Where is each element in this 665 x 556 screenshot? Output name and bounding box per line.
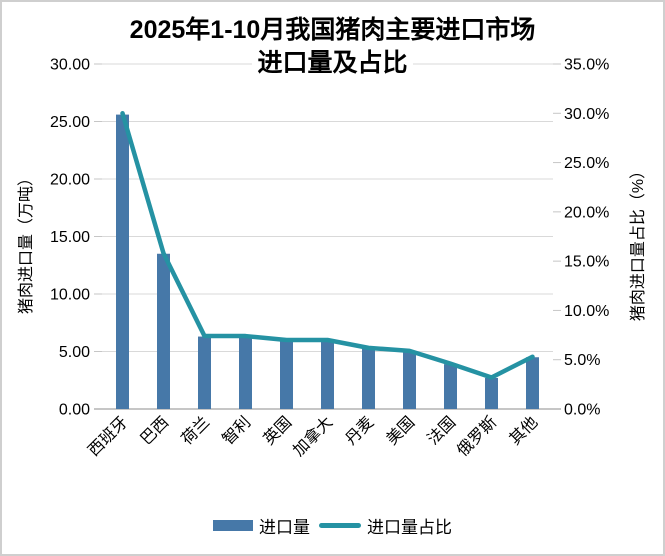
y-axis-label-left: 30.00 [50, 57, 90, 74]
bar-9 [485, 377, 498, 409]
x-axis-label-4: 英国 [260, 413, 295, 448]
x-axis-label-6: 丹麦 [342, 413, 377, 448]
x-axis-label-0: 西班牙 [85, 413, 132, 460]
bar-7 [403, 351, 416, 409]
y-axis-label-right: 25.0% [564, 155, 609, 172]
legend-label-import-share: 进口量占比 [367, 517, 452, 537]
x-axis-label-2: 荷兰 [178, 413, 213, 448]
y-axis-label-right: 15.0% [564, 254, 609, 271]
y-axis-label-left: 25.00 [50, 114, 90, 131]
chart-legend: 进口量 进口量占比 [2, 513, 663, 537]
x-axis-label-10: 其他 [506, 413, 541, 448]
bar-4 [280, 341, 293, 409]
legend-item-import-share: 进口量占比 [319, 513, 452, 538]
bar-6 [362, 348, 375, 409]
bar-5 [321, 341, 334, 409]
y-axis-label-left: 0.00 [59, 402, 90, 419]
bar-1 [157, 253, 170, 409]
x-axis-label-7: 美国 [383, 413, 418, 448]
legend-bar-swatch [213, 519, 253, 531]
bar-8 [444, 364, 457, 409]
y-axis-label-right: 10.0% [564, 303, 609, 320]
bar-0 [116, 114, 129, 409]
x-axis-label-5: 加拿大 [289, 412, 336, 459]
legend-label-import-volume: 进口量 [259, 517, 310, 537]
y-axis-label-left: 15.00 [50, 229, 90, 246]
x-axis-label-3: 智利 [219, 413, 254, 448]
y-axis-label-right: 30.0% [564, 106, 609, 123]
bar-10 [526, 357, 539, 409]
y-axis-label-left: 5.00 [59, 344, 90, 361]
bar-2 [198, 336, 211, 409]
y-axis-title-right: 猪肉进口量占比（%） [630, 162, 647, 322]
chart-title: 2025年1-10月我国猪肉主要进口市场 进口量及占比 [2, 14, 663, 80]
chart-title-line-2: 进口量及占比 [252, 47, 413, 80]
x-axis-label-9: 俄罗斯 [454, 413, 501, 460]
y-axis-label-right: 5.0% [564, 352, 600, 369]
y-axis-title-left: 猪肉进口量（万吨） [18, 169, 35, 315]
share-line [120, 111, 535, 380]
y-axis-label-right: 20.0% [564, 204, 609, 221]
legend-line-swatch [319, 522, 361, 528]
y-axis-label-right: 35.0% [564, 57, 609, 74]
y-axis-label-right: 0.0% [564, 402, 600, 419]
y-axis-label-left: 10.00 [50, 287, 90, 304]
legend-item-import-volume: 进口量 [213, 513, 310, 538]
x-axis-label-1: 巴西 [138, 414, 173, 449]
bar-3 [239, 336, 252, 409]
chart-title-line-1: 2025年1-10月我国猪肉主要进口市场 [124, 14, 541, 47]
y-axis-label-left: 20.00 [50, 172, 90, 189]
x-axis-label-8: 法国 [424, 413, 459, 448]
